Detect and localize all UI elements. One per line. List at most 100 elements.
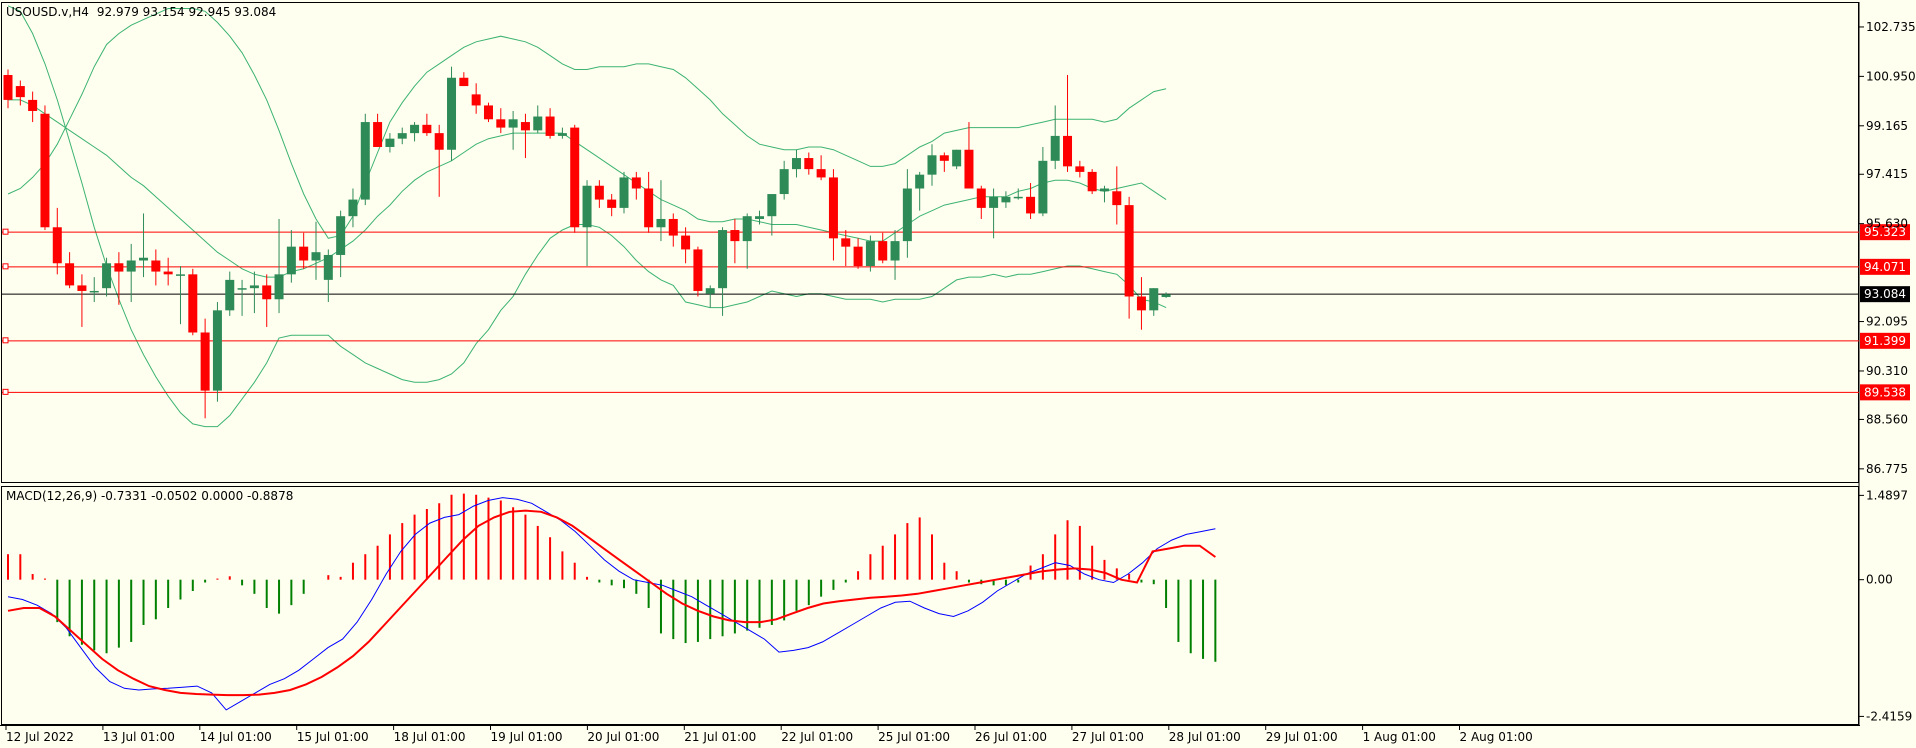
horizontal-levels: 95.323 94.071 91.399 89.538 93.084 <box>2 224 1910 401</box>
time-tick-label: 19 Jul 01:00 <box>491 730 563 744</box>
candle-body <box>668 218 678 236</box>
level-price-tag <box>1860 258 1910 275</box>
level-price-label: 89.538 <box>1864 385 1906 399</box>
time-tick-label: 26 Jul 01:00 <box>975 730 1047 744</box>
candle-body <box>299 246 309 261</box>
candle-body <box>878 241 888 261</box>
macd-header: MACD(12,26,9) -0.7331 -0.0502 0.0000 -0.… <box>6 489 293 503</box>
level-price-tag <box>1860 224 1910 241</box>
time-tick-label: 1 Aug 01:00 <box>1363 730 1436 744</box>
price-panel-frame <box>1 2 1859 483</box>
time-tick-label: 15 Jul 01:00 <box>297 730 369 744</box>
candle-body <box>1050 135 1060 161</box>
candle-body <box>89 290 99 293</box>
candle-body <box>1124 205 1134 297</box>
candle-body <box>496 119 506 128</box>
candle-body <box>1038 160 1048 214</box>
candle-body <box>286 246 296 275</box>
candle-body <box>508 119 518 128</box>
candle-body <box>755 216 765 219</box>
candle-body <box>336 216 346 255</box>
bollinger-middle-line <box>8 99 1167 278</box>
candle-body <box>594 185 604 200</box>
level-anchor <box>2 388 9 395</box>
candle-body <box>323 254 333 280</box>
candle-body <box>102 263 112 289</box>
candle-body <box>348 199 358 217</box>
macd-tick-label: 0.00 <box>1866 573 1893 587</box>
candle-body <box>1075 166 1085 172</box>
time-tick-label: 22 Jul 01:00 <box>781 730 853 744</box>
price-tick-label: 95.630 <box>1866 217 1908 231</box>
candle-body <box>126 260 136 272</box>
candle-body <box>163 271 173 275</box>
candle-body <box>459 77 469 87</box>
macd-panel-frame <box>1 486 1859 725</box>
candle-body <box>1026 196 1036 214</box>
candle-body <box>212 310 222 391</box>
candle-body <box>311 252 321 261</box>
candle-body <box>77 285 87 291</box>
current-price-tag <box>1860 286 1910 303</box>
candle-body <box>52 227 62 264</box>
ohlc-values: 92.979 93.154 92.945 93.084 <box>97 5 276 19</box>
candle-body <box>841 238 851 247</box>
candle-body <box>447 77 457 150</box>
candle-body <box>175 274 185 276</box>
candle-body <box>730 230 740 242</box>
candle-body <box>890 241 900 261</box>
level-price-tag <box>1860 332 1910 349</box>
candle-body <box>804 158 814 170</box>
candle-body <box>188 274 198 333</box>
candle-body <box>816 169 826 178</box>
candle-body <box>1136 296 1146 311</box>
candle-body <box>1013 196 1023 199</box>
time-tick-label: 29 Jul 01:00 <box>1266 730 1338 744</box>
candle-body <box>410 124 420 134</box>
price-tick-label: 100.950 <box>1866 69 1916 83</box>
candle-body <box>742 216 752 242</box>
candle-body <box>28 99 38 111</box>
candle-body <box>939 155 949 161</box>
candle-body <box>360 122 370 200</box>
candle-body <box>471 94 481 106</box>
price-tick-label: 99.165 <box>1866 119 1908 133</box>
candle-body <box>385 138 395 147</box>
candle-body <box>865 241 875 267</box>
candle-body <box>3 74 13 100</box>
level-anchor <box>2 337 9 344</box>
candle-body <box>582 185 592 228</box>
candle-body <box>1063 135 1073 167</box>
candle-body <box>262 285 272 300</box>
time-tick-label: 2 Aug 01:00 <box>1460 730 1533 744</box>
candle-body <box>952 149 962 167</box>
candle-body <box>693 249 703 291</box>
candle-body <box>619 177 629 208</box>
candle-body <box>520 122 530 131</box>
candle-body <box>791 158 801 170</box>
level-anchor <box>2 263 9 270</box>
candle-body <box>1099 188 1109 192</box>
macd-panel <box>7 493 1217 711</box>
candles <box>3 66 1171 419</box>
candle-body <box>1001 196 1011 203</box>
candle-body <box>828 177 838 239</box>
symbol-header: USOUSD.v,H4 92.979 93.154 92.945 93.084 <box>6 5 276 19</box>
macd-signal-line <box>7 509 1216 697</box>
time-tick-label: 25 Jul 01:00 <box>878 730 950 744</box>
candle-body <box>434 133 444 150</box>
candle-body <box>989 196 999 208</box>
macd-tick-label: 1.4897 <box>1866 488 1908 502</box>
candle-body <box>1161 294 1171 298</box>
candle-body <box>681 235 691 250</box>
candle-body <box>1112 191 1122 206</box>
macd-axis: 1.4897 0.00 -2.4159 <box>1859 488 1912 723</box>
candle-body <box>656 218 666 228</box>
candle-body <box>225 279 235 311</box>
time-tick-label: 18 Jul 01:00 <box>394 730 466 744</box>
macd-tick-label: -2.4159 <box>1866 709 1912 723</box>
candle-body <box>274 274 284 300</box>
candle-body <box>237 288 247 290</box>
time-tick-label: 14 Jul 01:00 <box>200 730 272 744</box>
